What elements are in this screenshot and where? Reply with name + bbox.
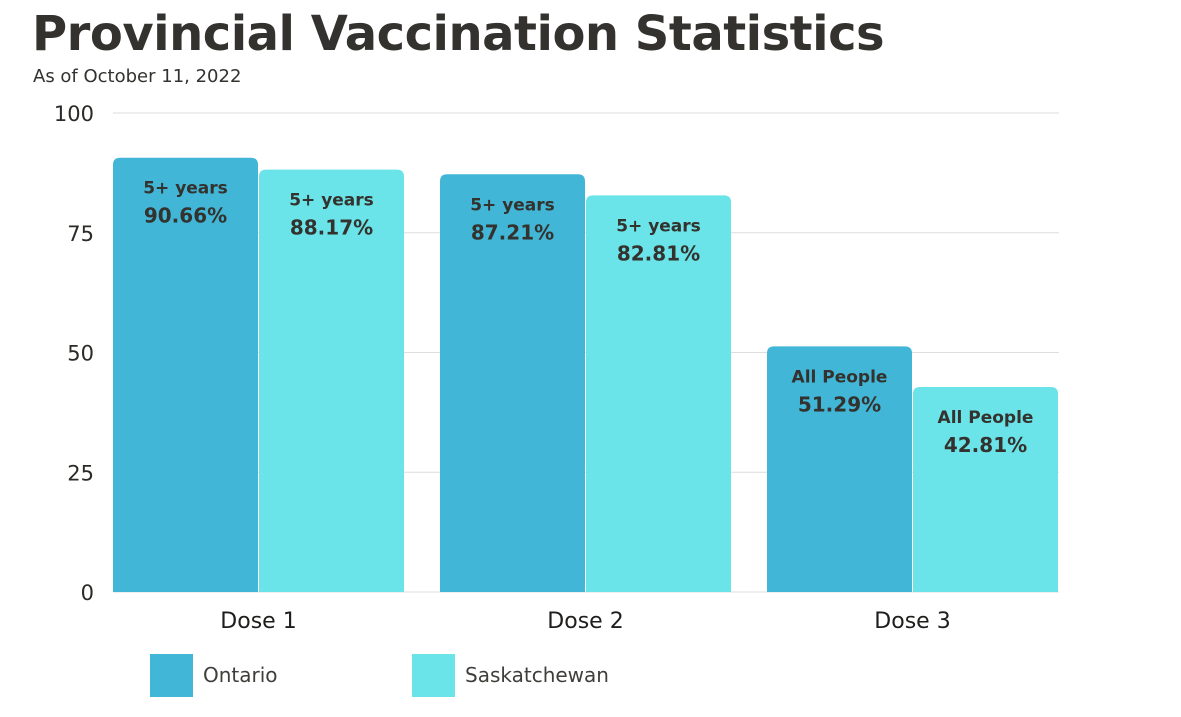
bar-saskatchewan-dose-3 <box>913 386 1058 592</box>
chart-title: Provincial Vaccination Statistics <box>32 6 885 62</box>
bar-saskatchewan-dose-1 <box>259 169 404 592</box>
y-tick-label: 100 <box>54 102 94 126</box>
bar-value-label: 42.81% <box>944 433 1027 457</box>
legend-item-saskatchewan: Saskatchewan <box>412 653 609 697</box>
bar-ontario-dose-2 <box>440 174 585 592</box>
y-tick-label: 0 <box>81 581 94 605</box>
bar-group-label: 5+ years <box>616 216 701 236</box>
x-tick-label: Dose 1 <box>220 609 296 634</box>
bar-value-label: 82.81% <box>617 241 700 265</box>
chart-subtitle: As of October 11, 2022 <box>33 66 242 87</box>
y-tick-label: 25 <box>67 461 94 485</box>
x-axis-ticks: Dose 1 Dose 2 Dose 3 <box>220 609 950 634</box>
bar-value-label: 87.21% <box>471 220 554 244</box>
bar-group-label: 5+ years <box>470 195 555 215</box>
bar-saskatchewan-dose-2 <box>586 195 731 593</box>
y-axis-ticks: 0 25 50 75 100 <box>54 102 94 605</box>
legend-label-saskatchewan: Saskatchewan <box>465 663 609 687</box>
y-tick-label: 75 <box>67 222 94 246</box>
bar-value-label: 88.17% <box>290 216 373 240</box>
bar-group-label: 5+ years <box>289 191 374 211</box>
bar-ontario-dose-3 <box>767 346 912 592</box>
legend-label-ontario: Ontario <box>203 663 278 687</box>
legend-swatch-ontario <box>150 653 193 697</box>
y-tick-label: 50 <box>67 342 94 366</box>
bar-value-label: 90.66% <box>144 204 227 228</box>
x-tick-label: Dose 3 <box>874 609 950 634</box>
legend-swatch-saskatchewan <box>412 653 455 697</box>
bar-value-label: 51.29% <box>798 392 881 416</box>
bar-group-label: All People <box>792 367 888 387</box>
x-tick-label: Dose 2 <box>547 609 623 634</box>
legend-item-ontario: Ontario <box>150 653 278 697</box>
bar-group-label: All People <box>938 408 1034 428</box>
bars: 5+ years 90.66% 5+ years 88.17% 5+ years 87.2… <box>113 157 1058 593</box>
bar-ontario-dose-1 <box>113 157 258 593</box>
bar-group-label: 5+ years <box>143 179 228 199</box>
